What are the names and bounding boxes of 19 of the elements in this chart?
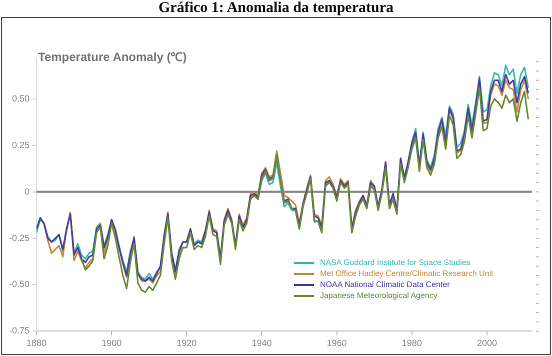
legend-label: Met Office Hadley Centre/Climatic Research Unit	[320, 268, 494, 280]
x-tick-label: 1940	[252, 338, 272, 348]
y-tick-label: -0.25	[9, 232, 30, 243]
x-tick-label: 1960	[326, 338, 347, 348]
x-tick-label: 1880	[26, 338, 47, 348]
y-tick-label: -0.75	[9, 326, 30, 336]
chart-subtitle: Temperature Anomaly (℃)	[38, 49, 187, 65]
x-tick-label: 1920	[176, 338, 197, 348]
x-tick-label: 2000	[476, 338, 497, 348]
legend-label: Japanese Meteorological Agency	[320, 290, 438, 302]
chart-title: Gráfico 1: Anomalia da temperatura	[158, 0, 394, 17]
y-tick-label: 0.50	[12, 93, 30, 104]
y-tick-label: 0.25	[12, 140, 30, 150]
legend-label: NASA Goddard Institute for Space Studies	[320, 257, 470, 268]
x-tick-label: 1900	[102, 338, 122, 348]
legend-label: NOAA National Climatic Data Center	[320, 279, 450, 290]
y-tick-label: 0	[24, 186, 30, 196]
y-tick-label: -0.50	[9, 279, 30, 290]
x-tick-label: 1980	[402, 338, 422, 348]
